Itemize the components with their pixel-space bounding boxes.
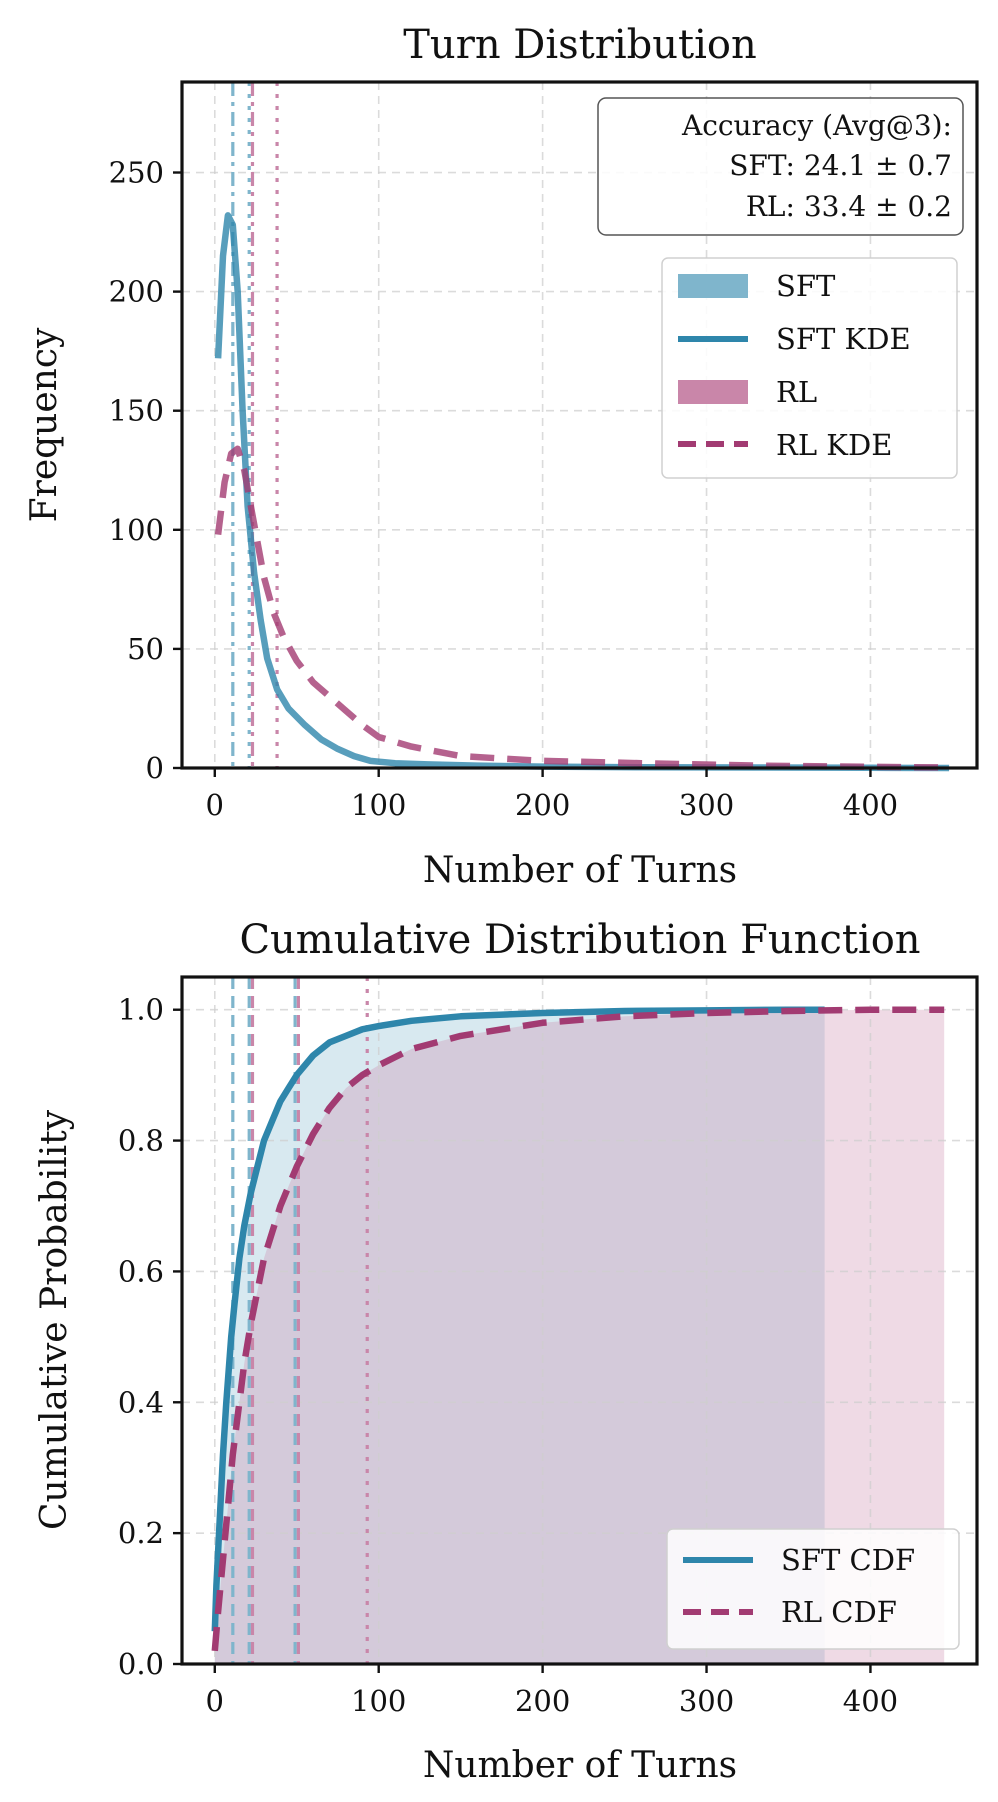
turn-distribution-y-axis-label: Frequency [24,327,65,522]
accuracy-annotation: Accuracy (Avg@3): SFT: 24.1 ± 0.7 RL: 33… [597,97,964,236]
x-tick-label: 400 [843,788,898,822]
accuracy-annotation-title: Accuracy (Avg@3): [681,109,952,142]
turn-distribution-legend: SFT SFT KDE RL RL KDE [661,257,958,479]
legend-rl-cdf-label: RL CDF [781,1595,897,1629]
legend-box [661,257,958,479]
x-tick-label: 0 [206,788,224,822]
rl-cdf-area [214,1009,945,1664]
x-tick-label: 100 [351,788,406,822]
x-tick-label: 300 [679,1684,734,1718]
x-tick-label: 0 [206,1684,224,1718]
y-tick-label: 150 [109,394,164,428]
y-tick-label: 0.6 [118,1254,164,1288]
y-tick-label: 0.0 [118,1647,164,1681]
rl-kde-line [214,445,950,771]
sft-cdf-line [211,1006,825,1632]
y-tick-label: 100 [109,513,164,547]
legend-sft-kde-label: SFT KDE [776,322,911,356]
legend-sft-hist-swatch [678,274,748,298]
turn-distribution-x-axis-label: Number of Turns [423,850,737,891]
y-tick-label: 0.2 [118,1516,164,1550]
accuracy-annotation-box [597,97,964,236]
accuracy-annotation-rl: RL: 33.4 ± 0.2 [746,190,952,223]
y-tick-label: 0 [146,751,164,785]
legend-rl-label: RL [776,375,817,409]
x-tick-label: 400 [843,1684,898,1718]
accuracy-annotation-sft: SFT: 24.1 ± 0.7 [729,149,952,182]
legend-rl-kde-label: RL KDE [776,428,892,462]
y-tick-label: 0.4 [118,1385,164,1419]
cdf-panel: Cumulative Distribution Function 0 100 200… [34,917,979,1786]
cdf-legend: SFT CDF RL CDF [666,1528,960,1650]
rl-cdf-line [211,1006,945,1652]
cdf-x-axis-label: Number of Turns [423,1745,737,1786]
cdf-title: Cumulative Distribution Function [239,917,920,963]
y-tick-label: 50 [127,632,164,666]
sft-cdf-area [214,1009,825,1664]
x-tick-label: 200 [515,788,570,822]
turn-distribution-axes-frame [180,80,979,770]
cdf-y-axis-label: Cumulative Probability [34,1109,75,1530]
y-tick-label: 250 [109,156,164,190]
legend-rl-hist-swatch [678,380,748,404]
y-tick-label: 200 [109,275,164,309]
cdf-axes-frame [180,975,979,1666]
turn-distribution-panel: Turn Distribution 0 100 200 300 400 0 50 100 15… [24,22,979,891]
y-tick-label: 1.0 [118,993,164,1027]
y-tick-label: 0.8 [118,1124,164,1158]
x-tick-label: 200 [515,1684,570,1718]
x-tick-label: 100 [351,1684,406,1718]
x-tick-label: 300 [679,788,734,822]
turn-distribution-title: Turn Distribution [403,22,757,68]
legend-sft-label: SFT [776,269,836,303]
legend-sft-cdf-label: SFT CDF [781,1543,915,1577]
